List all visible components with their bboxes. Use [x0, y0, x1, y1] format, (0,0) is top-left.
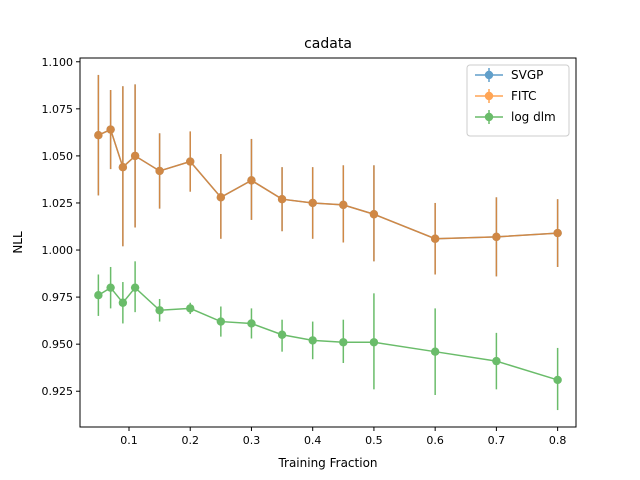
- data-point: [308, 336, 317, 345]
- y-tick-label: 0.950: [42, 338, 74, 351]
- y-tick-label: 1.025: [42, 197, 74, 210]
- data-point: [308, 198, 317, 208]
- data-point: [492, 232, 501, 242]
- data-point: [492, 356, 501, 366]
- data-point: [247, 319, 256, 328]
- data-point: [553, 375, 562, 385]
- x-axis-label: Training Fraction: [277, 456, 377, 470]
- axes: 0.1 0.2 0.3 0.4 0.5 0.6 0.7 0.8 0.925 0.950 0.975 1…: [42, 56, 567, 447]
- data-point: [130, 283, 140, 292]
- y-tick-label: 0.975: [42, 291, 74, 304]
- data-point: [155, 306, 164, 315]
- data-point: [106, 125, 115, 134]
- chart-title: cadata: [304, 36, 352, 52]
- y-tick-label: 1.050: [42, 150, 74, 163]
- data-point: [186, 157, 195, 166]
- legend-marker: [484, 70, 494, 80]
- data-point: [369, 210, 379, 219]
- data-point: [186, 304, 195, 313]
- data-point: [155, 166, 164, 176]
- data-point: [118, 162, 128, 172]
- data-point: [339, 200, 348, 210]
- data-point: [553, 228, 562, 238]
- legend-label: SVGP: [511, 68, 543, 82]
- data-point: [369, 338, 379, 347]
- data-point: [130, 151, 140, 161]
- data-point: [94, 291, 103, 300]
- legend-marker: [484, 91, 494, 101]
- data-point: [247, 176, 256, 185]
- y-tick-label: 1.100: [42, 56, 74, 69]
- legend: SVGP FITC log dlm: [466, 64, 570, 137]
- x-tick-label: 0.6: [426, 434, 444, 447]
- legend-swatch: [475, 89, 503, 103]
- data-point: [216, 193, 226, 202]
- x-tick-label: 0.3: [243, 434, 261, 447]
- legend-label: FITC: [511, 89, 536, 103]
- legend-swatch: [475, 68, 503, 82]
- x-tick-label: 0.7: [488, 434, 506, 447]
- data-point: [430, 347, 440, 356]
- data-point: [118, 298, 128, 307]
- data-point: [277, 330, 287, 339]
- legend-swatch: [475, 110, 503, 124]
- data-point: [94, 130, 103, 140]
- y-axis-label: NLL: [11, 231, 25, 254]
- data-point: [339, 338, 348, 347]
- x-tick-label: 0.2: [181, 434, 199, 447]
- axes-frame: [79, 57, 577, 428]
- series-fitc: [94, 74, 562, 277]
- y-tick-label: 0.925: [42, 385, 74, 398]
- legend-marker: [484, 112, 494, 122]
- series-log-dlm: [94, 261, 562, 411]
- x-tick-label: 0.8: [549, 434, 567, 447]
- plot-area: [94, 74, 562, 411]
- y-tick-label: 1.075: [42, 103, 74, 116]
- data-point: [277, 194, 287, 204]
- x-tick-label: 0.5: [365, 434, 383, 447]
- data-point: [216, 317, 226, 326]
- legend-label: log dlm: [511, 110, 556, 124]
- data-point: [106, 283, 115, 292]
- x-tick-label: 0.4: [304, 434, 322, 447]
- data-point: [430, 234, 440, 243]
- x-tick-label: 0.1: [120, 434, 138, 447]
- y-tick-label: 1.000: [42, 244, 74, 257]
